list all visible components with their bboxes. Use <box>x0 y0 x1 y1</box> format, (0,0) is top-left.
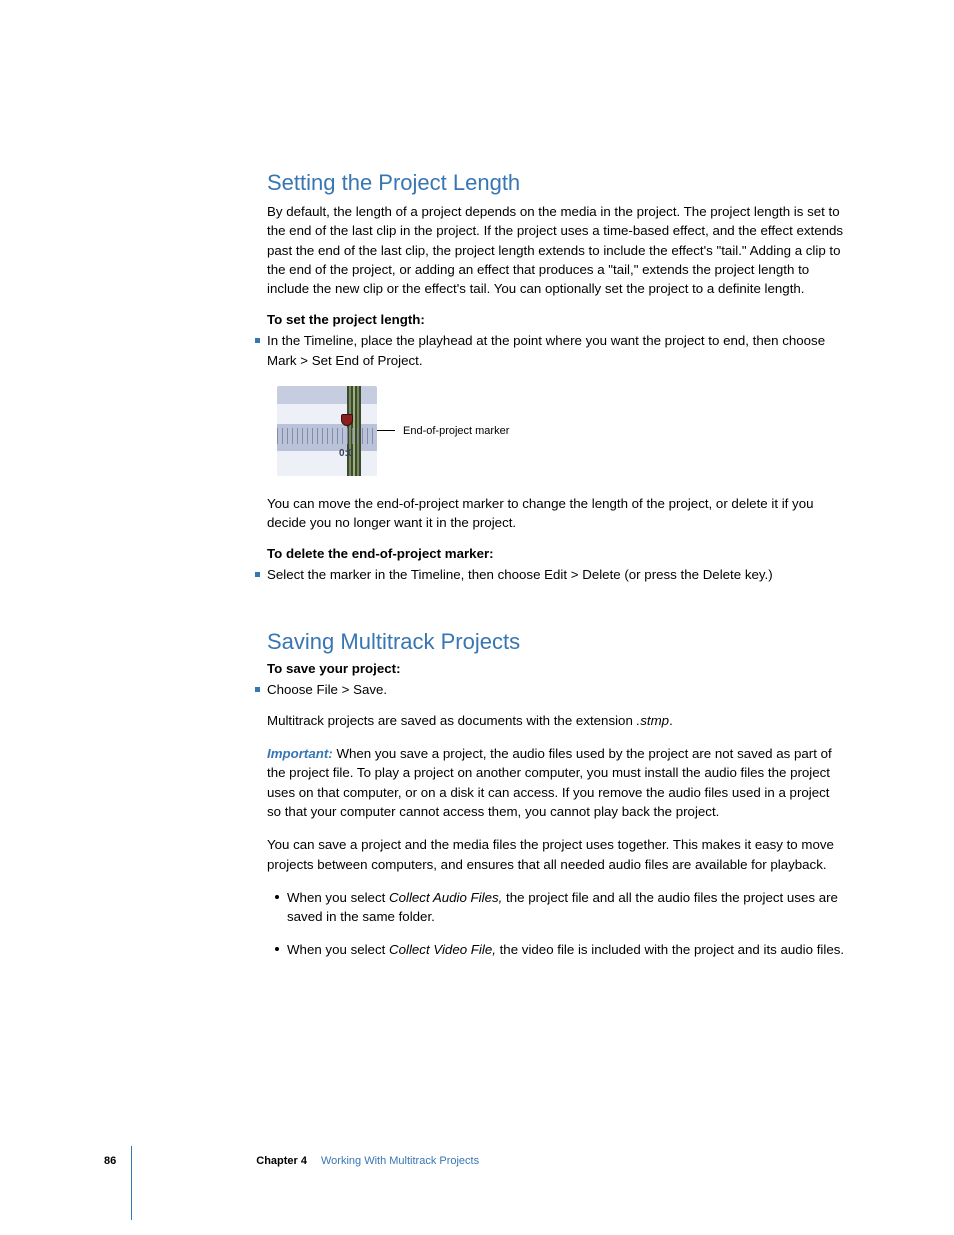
chapter-title: Working With Multitrack Projects <box>321 1155 479 1167</box>
after-figure-paragraph: You can move the end-of-project marker t… <box>267 494 847 533</box>
bullet-item: In the Timeline, place the playhead at t… <box>267 331 847 370</box>
text-run: . <box>669 713 673 728</box>
extension-paragraph: Multitrack projects are saved as documen… <box>267 711 847 730</box>
bullet-text: In the Timeline, place the playhead at t… <box>267 331 847 370</box>
square-bullet-icon <box>255 572 260 577</box>
option-name: Collect Audio Files, <box>389 890 502 905</box>
important-note: Important: When you save a project, the … <box>267 744 847 821</box>
bullet-text: Choose File > Save. <box>267 680 387 699</box>
figure-end-of-project-marker: 0:0 End-of-project marker <box>277 386 847 476</box>
timeline-time-label: 0:0 <box>339 448 353 459</box>
intro-paragraph: By default, the length of a project depe… <box>267 202 847 298</box>
text-run: the video file is included with the proj… <box>496 942 844 957</box>
important-text: When you save a project, the audio files… <box>267 746 832 819</box>
dot-bullet-icon <box>275 947 279 951</box>
task-heading-save: To save your project: <box>267 661 847 676</box>
chapter-label: Chapter 4 <box>256 1155 307 1167</box>
bullet-text: When you select Collect Audio Files, the… <box>287 888 847 927</box>
section-heading-saving: Saving Multitrack Projects <box>267 629 847 655</box>
ruler-ticks-icon <box>277 428 377 444</box>
section-heading-project-length: Setting the Project Length <box>267 170 847 196</box>
dot-bullet-icon <box>275 895 279 899</box>
figure-caption: End-of-project marker <box>403 425 509 437</box>
text-run: Multitrack projects are saved as documen… <box>267 713 637 728</box>
page-footer: 86 Chapter 4 Working With Multitrack Pro… <box>104 1155 479 1167</box>
sub-bullet-item: When you select Collect Video File, the … <box>267 940 847 959</box>
page-number: 86 <box>104 1155 116 1167</box>
square-bullet-icon <box>255 687 260 692</box>
text-run: When you select <box>287 890 389 905</box>
text-run: When you select <box>287 942 389 957</box>
bullet-item: Choose File > Save. <box>267 680 847 699</box>
file-extension: .stmp <box>637 713 670 728</box>
square-bullet-icon <box>255 338 260 343</box>
bullet-item: Select the marker in the Timeline, then … <box>267 565 847 584</box>
page-content: Setting the Project Length By default, t… <box>267 170 847 974</box>
important-label: Important: <box>267 746 333 761</box>
bullet-text: When you select Collect Video File, the … <box>287 940 844 959</box>
sub-bullet-item: When you select Collect Audio Files, the… <box>267 888 847 927</box>
timeline-screenshot: 0:0 <box>277 386 377 476</box>
bullet-text: Select the marker in the Timeline, then … <box>267 565 773 584</box>
task-heading-set-length: To set the project length: <box>267 312 847 327</box>
task-heading-delete-marker: To delete the end-of-project marker: <box>267 546 847 561</box>
end-marker-icon <box>341 414 353 426</box>
option-name: Collect Video File, <box>389 942 496 957</box>
collect-intro-paragraph: You can save a project and the media fil… <box>267 835 847 874</box>
